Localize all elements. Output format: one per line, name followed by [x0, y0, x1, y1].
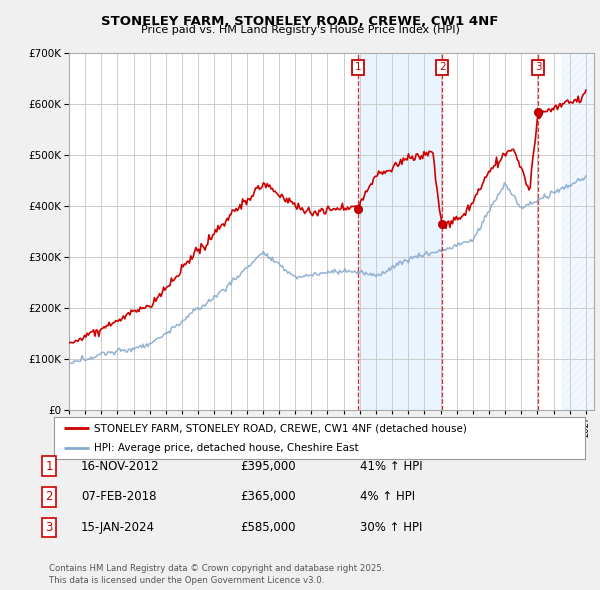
Text: 30% ↑ HPI: 30% ↑ HPI — [360, 521, 422, 534]
Text: 15-JAN-2024: 15-JAN-2024 — [81, 521, 155, 534]
Text: 16-NOV-2012: 16-NOV-2012 — [81, 460, 160, 473]
Text: HPI: Average price, detached house, Cheshire East: HPI: Average price, detached house, Ches… — [94, 443, 358, 453]
Text: Price paid vs. HM Land Registry's House Price Index (HPI): Price paid vs. HM Land Registry's House … — [140, 25, 460, 35]
Text: 3: 3 — [535, 63, 541, 73]
Text: 3: 3 — [46, 521, 53, 534]
Text: 07-FEB-2018: 07-FEB-2018 — [81, 490, 157, 503]
Text: STONELEY FARM, STONELEY ROAD, CREWE, CW1 4NF (detached house): STONELEY FARM, STONELEY ROAD, CREWE, CW1… — [94, 424, 467, 434]
Text: 1: 1 — [355, 63, 361, 73]
Text: Contains HM Land Registry data © Crown copyright and database right 2025.
This d: Contains HM Land Registry data © Crown c… — [49, 565, 385, 585]
Text: £365,000: £365,000 — [240, 490, 296, 503]
Text: 2: 2 — [46, 490, 53, 503]
Text: STONELEY FARM, STONELEY ROAD, CREWE, CW1 4NF: STONELEY FARM, STONELEY ROAD, CREWE, CW1… — [101, 15, 499, 28]
Bar — [358, 53, 442, 410]
Text: 1: 1 — [46, 460, 53, 473]
Bar — [562, 53, 594, 410]
Text: £585,000: £585,000 — [240, 521, 296, 534]
Text: 41% ↑ HPI: 41% ↑ HPI — [360, 460, 422, 473]
Text: £395,000: £395,000 — [240, 460, 296, 473]
Text: 2: 2 — [439, 63, 445, 73]
Text: 4% ↑ HPI: 4% ↑ HPI — [360, 490, 415, 503]
